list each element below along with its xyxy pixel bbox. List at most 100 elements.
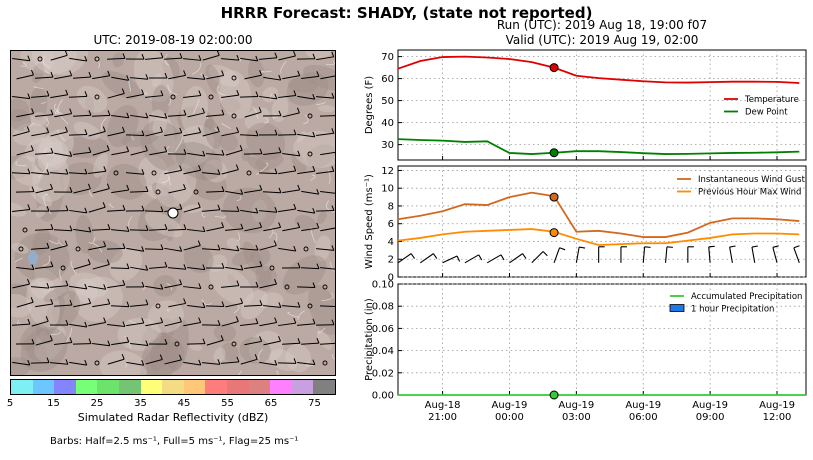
terrain-ridge	[280, 60, 287, 74]
wind-barb	[263, 302, 282, 308]
wind-barb	[126, 89, 145, 99]
wind-barb	[509, 253, 527, 264]
wind-barb	[126, 360, 145, 366]
y-tick-label: 0.10	[372, 280, 394, 291]
wind-barb	[149, 112, 168, 119]
wind-barb	[73, 71, 92, 79]
wind-barb	[164, 127, 183, 137]
wind-barb	[164, 246, 183, 252]
plot-area	[397, 49, 807, 161]
wind-barb	[73, 226, 92, 233]
wind-barb	[183, 202, 201, 213]
terrain-shading	[152, 324, 168, 339]
terrain-shading	[257, 269, 277, 292]
colorbar-swatch	[75, 380, 98, 394]
colorbar-tick-label: 65	[264, 398, 278, 409]
wind-barb	[145, 90, 164, 98]
wind-barb	[301, 263, 320, 270]
y-tick-label: 30	[381, 140, 394, 151]
terrain-shading	[38, 129, 74, 166]
wind-barb	[31, 169, 50, 175]
wind-barb	[244, 70, 263, 80]
terrain-ridge	[95, 56, 100, 69]
calm-wind-marker	[174, 341, 180, 347]
wind-barb	[54, 70, 73, 80]
calm-wind-marker	[60, 265, 66, 271]
wind-barb	[301, 337, 320, 345]
wind-barb	[202, 51, 220, 61]
terrain-shading	[241, 148, 251, 162]
wind-barb	[301, 188, 320, 195]
terrain-ridge	[216, 85, 226, 96]
wind-barb	[92, 298, 111, 308]
terrain-shading	[151, 73, 162, 87]
terrain-shading	[231, 250, 255, 266]
reflectivity-colorbar	[10, 379, 336, 395]
run-time-label: Run (UTC): 2019 Aug 18, 19:00 f07	[496, 18, 708, 32]
terrain-shading	[85, 95, 95, 115]
wind-barb	[12, 55, 31, 62]
calm-wind-marker	[94, 94, 100, 100]
terrain-ridge	[166, 170, 171, 186]
wind-barb	[316, 245, 335, 251]
y-tick-label: 0.02	[372, 368, 394, 379]
terrain-shading	[87, 239, 123, 264]
wind-barb	[297, 131, 316, 138]
terrain-ridge	[20, 62, 27, 67]
terrain-shading	[152, 114, 168, 137]
terrain-ridge	[41, 101, 47, 104]
wind-barb	[239, 91, 259, 98]
terrain-ridge	[54, 99, 64, 115]
wind-barb	[205, 301, 225, 307]
wind-barb	[282, 222, 301, 232]
terrain-shading	[317, 211, 327, 224]
wind-barb	[297, 207, 316, 214]
terrain-shading	[144, 211, 183, 238]
terrain-ridge	[50, 331, 62, 336]
terrain-ridge	[168, 97, 171, 107]
terrain-shading	[282, 255, 327, 295]
wind-barb	[54, 337, 73, 345]
terrain-shading	[318, 104, 335, 113]
wind-barb	[107, 279, 126, 289]
wind-barb	[225, 223, 244, 231]
terrain-ridge	[236, 195, 242, 202]
wind-barb	[168, 109, 187, 117]
terrain-ridge	[175, 137, 183, 152]
wind-barb	[220, 206, 240, 212]
series-line-dew-point	[397, 138, 800, 155]
wind-barb	[244, 222, 263, 232]
colorbar-swatch	[313, 380, 335, 394]
current-time-marker	[549, 390, 559, 400]
terrain-ridge	[48, 240, 60, 244]
wind-barb	[92, 110, 111, 117]
wind-barb	[35, 71, 54, 79]
y-tick-label: 40	[381, 118, 394, 129]
terrain-ridge	[191, 62, 202, 75]
y-tick-label: 0.04	[372, 346, 394, 357]
wind-barb	[111, 75, 130, 81]
wind-barb	[111, 184, 130, 194]
wind-barb	[486, 254, 505, 264]
wind-barb	[69, 168, 88, 175]
wind-barb	[240, 244, 259, 251]
terrain-shading	[43, 286, 69, 303]
terrain-shading	[314, 235, 331, 262]
terrain-ridge	[310, 175, 316, 181]
wind-barb	[187, 302, 206, 309]
wind-barb	[316, 51, 335, 61]
terrain-shading	[75, 278, 98, 304]
wind-barb	[793, 245, 800, 263]
panel-1: 30 40 50 60 70 Degrees (F) Temperature Dew Poin…	[364, 49, 807, 161]
wind-barb	[187, 74, 206, 80]
wind-barb	[282, 338, 301, 345]
colorbar-swatch	[118, 380, 141, 394]
wind-barb	[69, 55, 88, 62]
terrain-ridge	[306, 361, 314, 367]
colorbar-swatch	[97, 380, 119, 394]
wind-barb	[92, 224, 111, 231]
wind-barb	[126, 246, 145, 252]
station-location-marker	[167, 207, 179, 219]
calm-wind-marker	[246, 170, 252, 176]
wind-barb	[259, 317, 278, 327]
